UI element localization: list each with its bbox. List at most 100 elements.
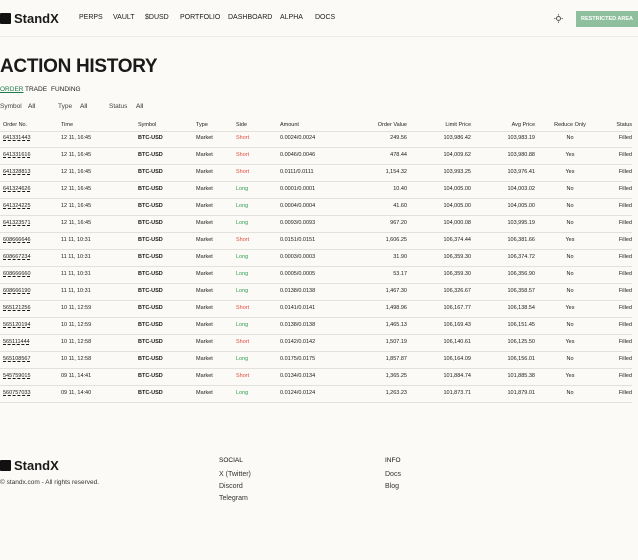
cell: 103,980.88 <box>507 152 535 158</box>
order-no[interactable]: 641328813 <box>3 169 31 175</box>
cell: Filled <box>618 305 632 311</box>
cell: No <box>566 186 574 192</box>
order-no[interactable]: 641331443 <box>3 135 31 141</box>
filter-label: Type <box>58 103 73 110</box>
cell: Filled <box>618 186 632 192</box>
side: Short <box>236 339 250 345</box>
cell: 10 11, 12:58 <box>61 356 92 362</box>
cell: Filled <box>618 135 632 141</box>
order-no[interactable]: 641324225 <box>3 203 31 209</box>
order-no[interactable]: 641324626 <box>3 186 31 192</box>
cell: 106,151.45 <box>507 322 535 328</box>
cell: Filled <box>618 271 632 277</box>
cell: 101,885.38 <box>507 373 535 379</box>
footer-link[interactable]: X (Twitter) <box>219 471 251 478</box>
restricted-button[interactable]: RESTRICTED AREA <box>576 11 638 27</box>
cell: Yes <box>565 305 575 311</box>
cell: BTC-USD <box>138 356 163 362</box>
nav-link[interactable]: DASHBOARD <box>228 14 273 21</box>
column-header[interactable]: Avg Price <box>511 122 535 128</box>
row-line <box>0 402 632 403</box>
cell: 104,005.00 <box>443 203 471 209</box>
column-header[interactable]: Amount <box>280 122 299 128</box>
cell: Yes <box>565 237 575 243</box>
cell: 106,125.50 <box>507 339 535 345</box>
order-no[interactable]: 560757033 <box>3 390 31 396</box>
footer-link[interactable]: Blog <box>385 483 400 490</box>
tab[interactable]: TRADE <box>25 86 48 93</box>
row-line <box>0 283 632 284</box>
cell: 106,374.72 <box>507 254 535 260</box>
side: Short <box>236 237 250 243</box>
column-header[interactable]: Type <box>196 122 208 128</box>
cell: BTC-USD <box>138 373 163 379</box>
row-line <box>0 351 632 352</box>
nav-link[interactable]: VAULT <box>113 14 135 21</box>
cell: 1,465.13 <box>385 322 407 328</box>
order-no[interactable]: 565111444 <box>3 339 30 345</box>
column-header[interactable]: Status <box>616 122 632 128</box>
order-no[interactable]: 545759015 <box>3 373 31 379</box>
cell: 10 11, 12:59 <box>61 322 92 328</box>
cell: 09 11, 14:40 <box>61 390 92 396</box>
cell: BTC-USD <box>138 237 163 243</box>
footer-link[interactable]: Telegram <box>219 495 248 502</box>
order-no[interactable]: 608666660 <box>3 271 31 277</box>
column-header[interactable]: Order Value <box>377 122 407 128</box>
column-header[interactable]: Side <box>236 122 248 128</box>
cell: No <box>566 271 574 277</box>
cell: Market <box>196 220 213 226</box>
filter-label: Status <box>109 103 128 110</box>
column-header[interactable]: Limit Price <box>445 122 471 128</box>
cell: Yes <box>565 339 575 345</box>
cell: 104,005.00 <box>507 203 535 209</box>
cell: BTC-USD <box>138 186 163 192</box>
cell: 31.90 <box>393 254 407 260</box>
cell: No <box>566 254 574 260</box>
cell: 104,003.02 <box>507 186 535 192</box>
filter-value[interactable]: All <box>28 103 36 110</box>
footer-link[interactable]: Discord <box>219 483 243 490</box>
column-header[interactable]: Order No. <box>3 122 28 128</box>
order-no[interactable]: 641323571 <box>3 220 31 226</box>
tab[interactable]: ORDER <box>0 86 24 93</box>
side: Long <box>236 203 249 209</box>
cell: BTC-USD <box>138 305 163 311</box>
side: Short <box>236 373 250 379</box>
side: Short <box>236 135 250 141</box>
order-no[interactable]: 641331616 <box>3 152 31 158</box>
nav-link[interactable]: ALPHA <box>280 14 303 21</box>
logo[interactable]: StandX <box>0 11 59 26</box>
cell: 12 11, 16:45 <box>61 203 92 209</box>
filter-value[interactable]: All <box>80 103 88 110</box>
filter-value[interactable]: All <box>136 103 144 110</box>
order-no[interactable]: 608666646 <box>3 237 31 243</box>
cell: 106,358.57 <box>507 288 535 294</box>
theme-icon[interactable] <box>554 14 563 23</box>
column-header[interactable]: Symbol <box>138 122 157 128</box>
tab[interactable]: FUNDING <box>51 86 81 93</box>
cell: BTC-USD <box>138 220 163 226</box>
cell: 12 11, 16:45 <box>61 169 92 175</box>
cell: No <box>566 356 574 362</box>
cell: BTC-USD <box>138 271 163 277</box>
cell: 106,374.44 <box>443 237 471 243</box>
cell: 11 11, 10:31 <box>61 237 91 243</box>
order-no[interactable]: 608666190 <box>3 288 31 294</box>
nav-link[interactable]: PORTFOLIO <box>180 14 221 21</box>
nav-link[interactable]: PERPS <box>79 14 103 21</box>
nav-link[interactable]: DOCS <box>315 14 336 21</box>
row-line <box>0 249 632 250</box>
order-no[interactable]: 565121256 <box>3 305 31 311</box>
column-header[interactable]: Reduce Only <box>554 122 586 128</box>
cell: Market <box>196 390 213 396</box>
nav-link[interactable]: $DUSD <box>145 14 169 21</box>
order-no[interactable]: 565108567 <box>3 356 31 362</box>
side: Short <box>236 169 250 175</box>
cell: 0.0005/0.0005 <box>280 271 316 277</box>
order-no[interactable]: 565120194 <box>3 322 31 328</box>
column-header[interactable]: Time <box>61 122 74 128</box>
cell: 104,000.08 <box>443 220 471 226</box>
order-no[interactable]: 608667234 <box>3 254 31 260</box>
footer-link[interactable]: Docs <box>385 471 401 478</box>
